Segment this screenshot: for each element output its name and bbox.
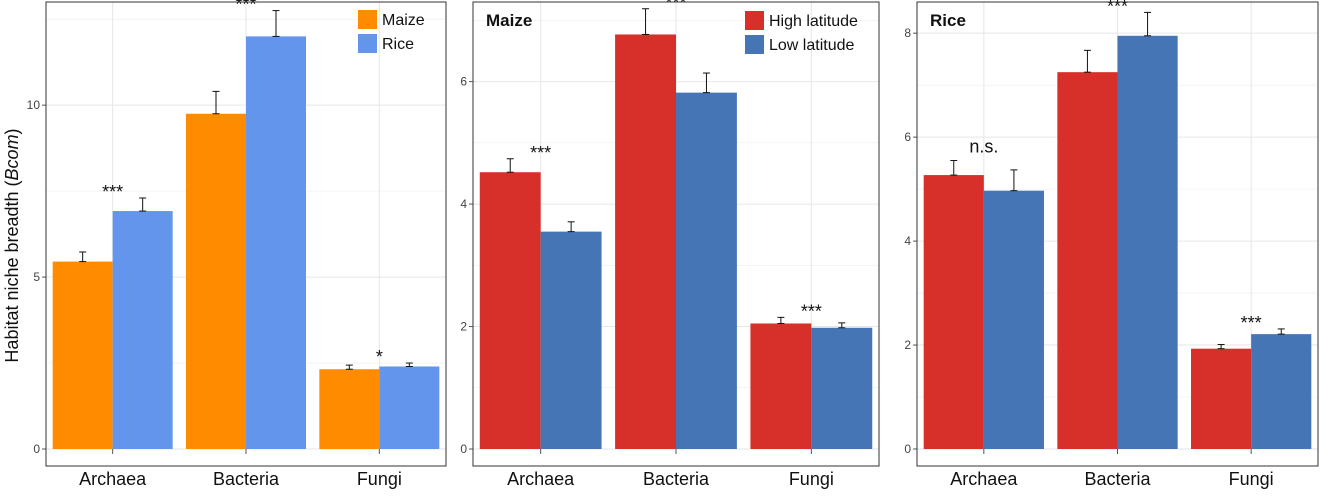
bar	[615, 34, 676, 449]
y-tick-label: 4	[904, 234, 911, 248]
legend-label: Rice	[382, 36, 414, 53]
significance-label: ***	[530, 143, 551, 163]
significance-label: ***	[235, 0, 256, 15]
bar	[112, 211, 173, 449]
y-tick-label: 6	[460, 75, 467, 89]
legend-swatch	[358, 10, 377, 29]
bar	[379, 366, 440, 449]
bar	[540, 231, 602, 449]
bar	[811, 327, 873, 449]
bar	[1191, 348, 1252, 449]
y-tick-label: 0	[460, 442, 467, 456]
panel-1: 0 5 10 *** Archaea *** Bacteria * Fungi Habitat n…	[2, 0, 447, 489]
y-tick-label: 4	[460, 197, 467, 211]
significance-label: ***	[1241, 313, 1262, 333]
category-label: Bacteria	[1084, 469, 1151, 489]
category-label: Fungi	[789, 469, 834, 489]
panel-title: Maize	[486, 11, 532, 30]
bar	[1251, 334, 1312, 449]
significance-label: ***	[665, 0, 686, 13]
y-axis-label-italic: Bcom	[2, 134, 22, 180]
y-axis-label-main: Habitat niche breadth (	[2, 180, 22, 362]
significance-label: *	[376, 347, 383, 367]
panel-title: Rice	[930, 11, 966, 30]
panel-3: 0 2 4 6 8 n.s. Archaea *** Bacteria *** Fungi Rice	[904, 0, 1319, 489]
bar	[676, 92, 737, 449]
bar	[479, 172, 541, 449]
y-tick-label: 10	[27, 98, 41, 112]
bar	[186, 113, 246, 449]
y-axis-label: Habitat niche breadth (Bcom)	[2, 128, 22, 362]
y-tick-label: 2	[460, 320, 467, 334]
panel-border	[45, 1, 447, 467]
category-label: Bacteria	[643, 469, 710, 489]
category-label: Bacteria	[213, 469, 280, 489]
legend-swatch	[358, 34, 377, 53]
panel-border	[916, 1, 1319, 467]
panel-2: 0 2 4 6 *** Archaea *** Bacteria *** Fungi Maize Hi…	[460, 0, 880, 489]
bar	[319, 369, 380, 449]
y-axis-label-close: )	[2, 128, 22, 134]
category-label: Fungi	[357, 469, 402, 489]
legend-label: Low latitude	[769, 37, 854, 54]
category-label: Archaea	[79, 469, 147, 489]
y-tick-label: 0	[904, 442, 911, 456]
significance-label: n.s.	[969, 137, 998, 157]
category-label: Archaea	[507, 469, 575, 489]
category-label: Archaea	[950, 469, 1018, 489]
y-tick-label: 2	[904, 338, 911, 352]
bar	[52, 261, 113, 449]
category-label: Fungi	[1229, 469, 1274, 489]
significance-label: ***	[1107, 0, 1128, 16]
y-tick-label: 5	[33, 270, 40, 284]
y-tick-label: 0	[33, 442, 40, 456]
legend-swatch	[745, 11, 764, 30]
bar	[246, 36, 306, 450]
y-tick-label: 6	[904, 130, 911, 144]
bar	[983, 190, 1044, 449]
bar	[750, 323, 812, 449]
legend-swatch	[745, 35, 764, 54]
bar	[923, 175, 984, 449]
bar	[1117, 35, 1178, 450]
significance-label: ***	[801, 301, 822, 321]
significance-label: ***	[102, 182, 123, 202]
legend-label: High latitude	[769, 13, 858, 30]
y-tick-label: 8	[904, 26, 911, 40]
bar	[1057, 72, 1118, 449]
panel-border	[472, 1, 880, 467]
legend-label: Maize	[382, 12, 425, 29]
